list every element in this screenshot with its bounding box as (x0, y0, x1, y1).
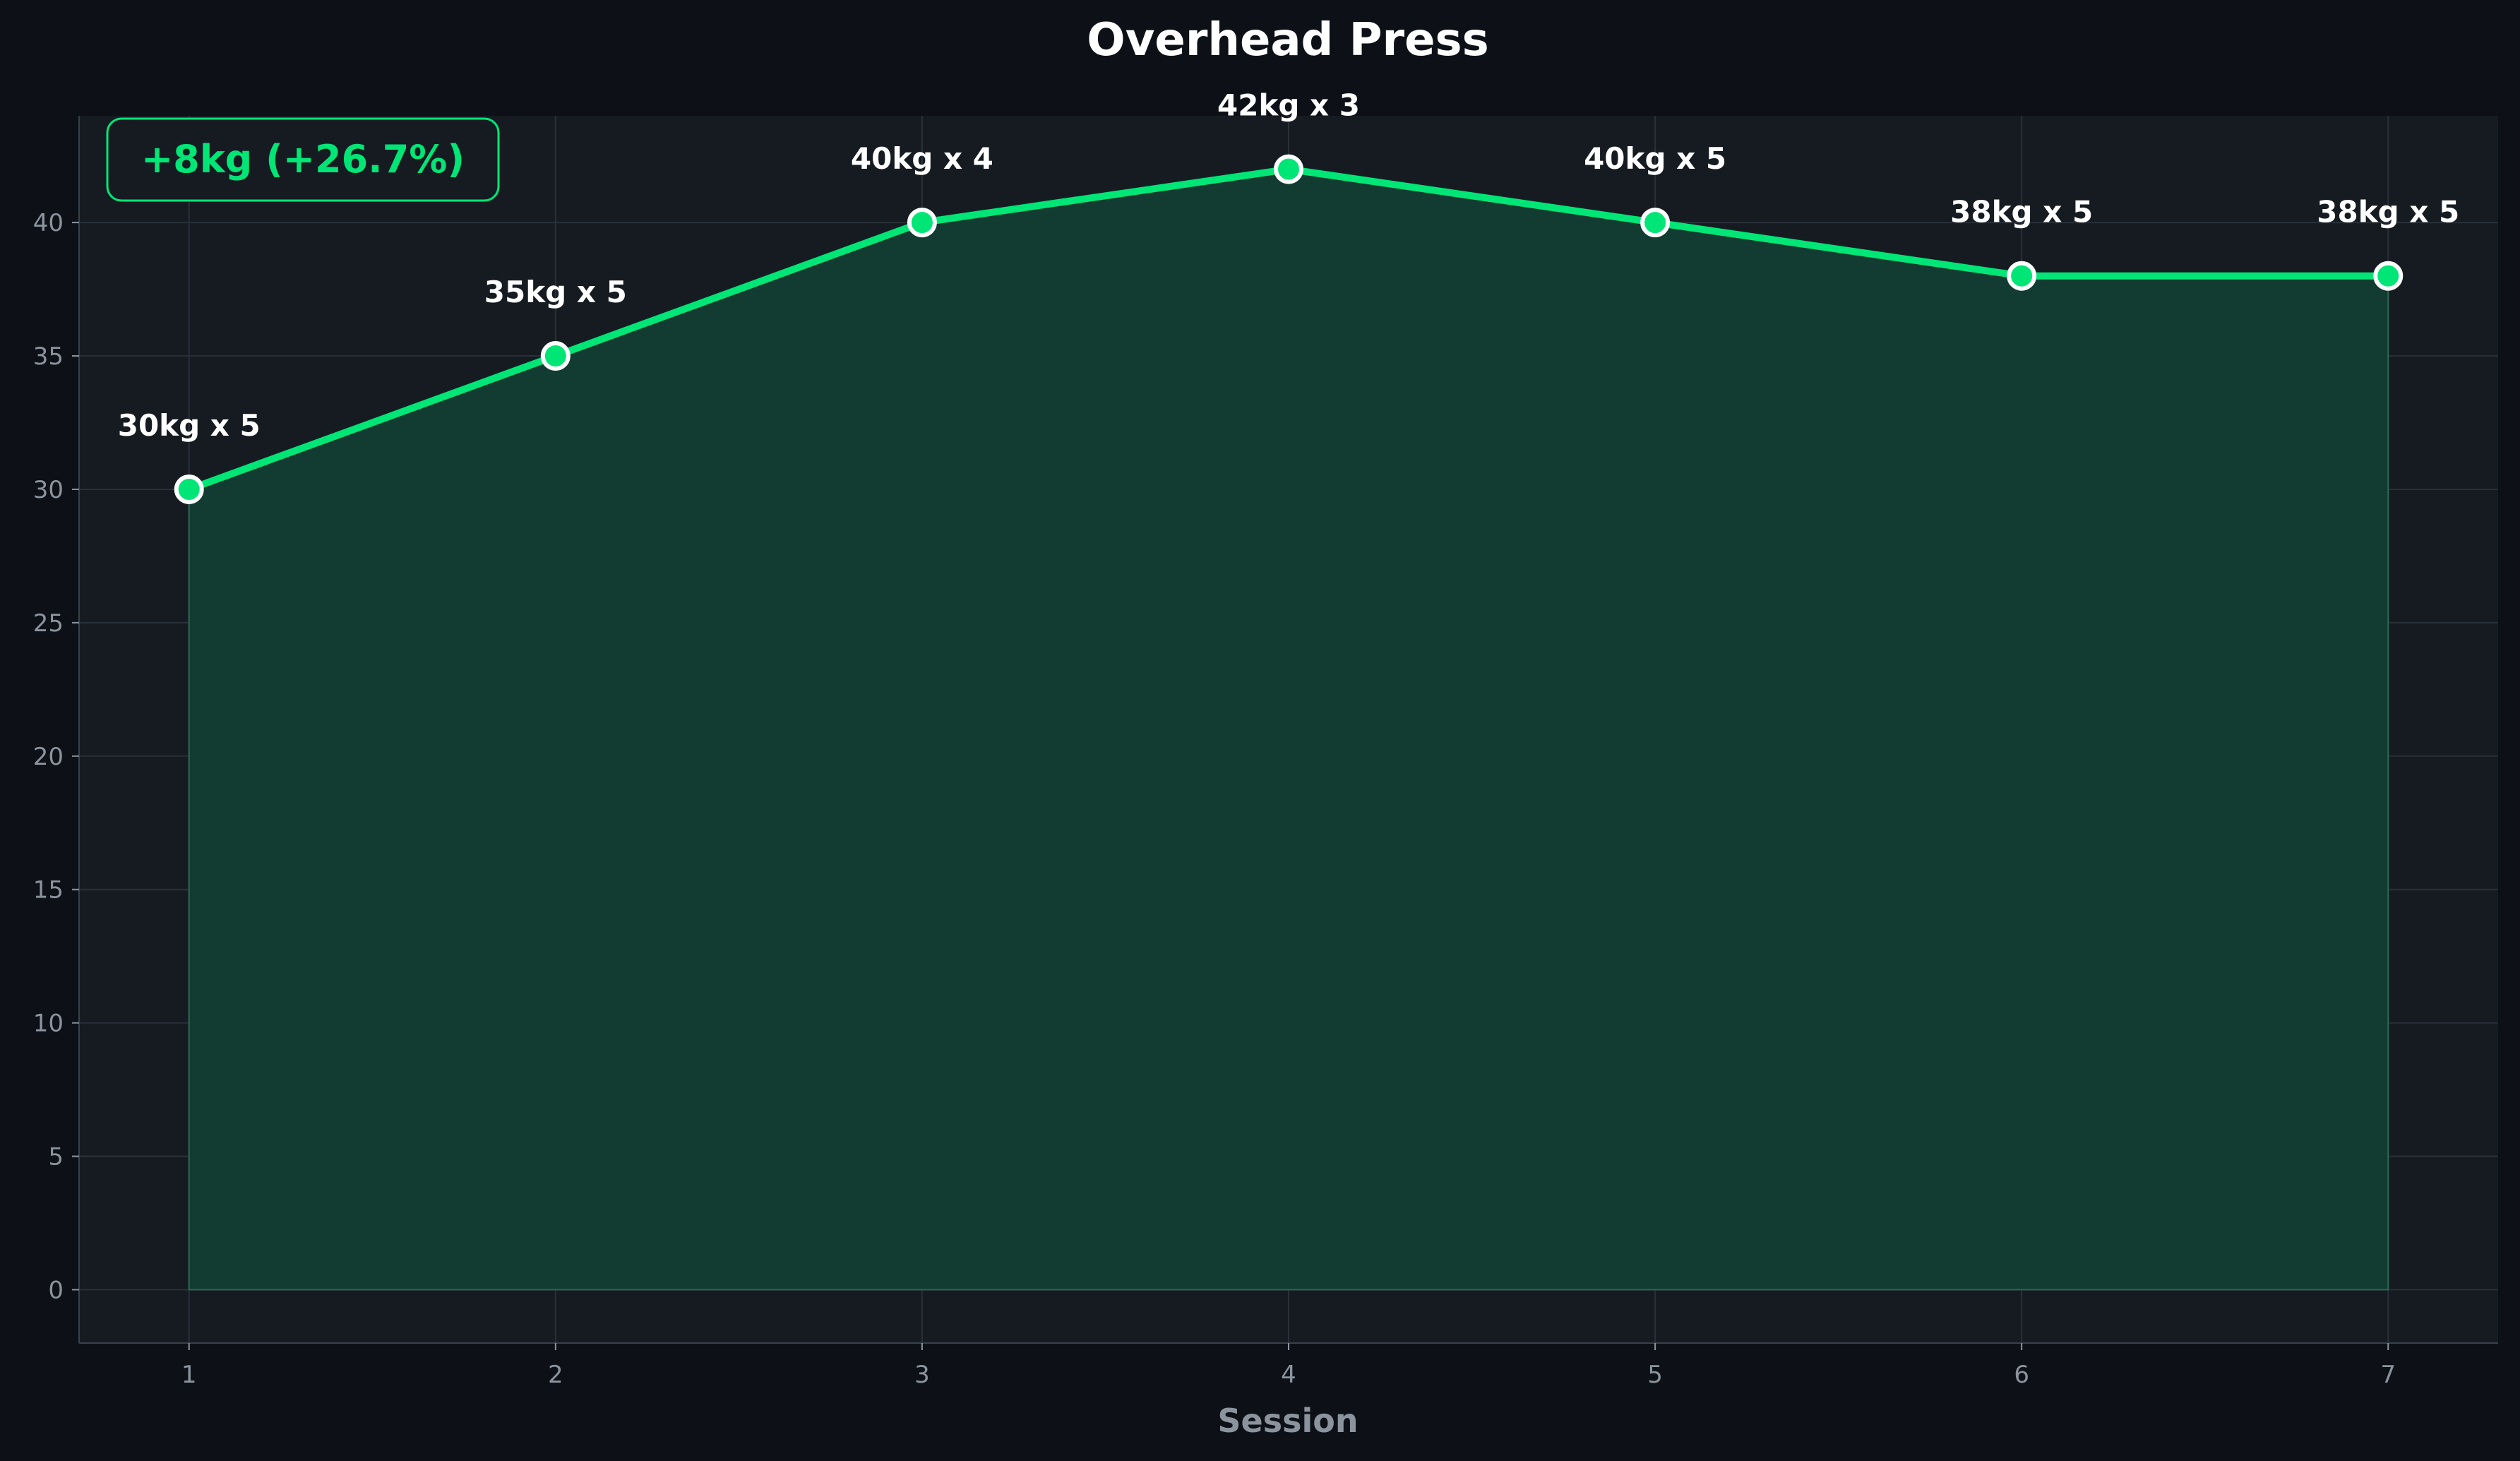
x-tick-label: 3 (914, 1361, 930, 1389)
y-tick-label: 5 (48, 1143, 64, 1171)
markers (174, 154, 2403, 504)
data-point-3 (907, 208, 937, 238)
data-point-1 (174, 474, 204, 504)
y-tick-label: 30 (33, 476, 64, 504)
y-tick-label: 35 (33, 342, 64, 371)
tick-labels: 0 5 10 15 20 25 30 35 40 1 2 3 4 5 6 7 (33, 209, 2396, 1389)
x-tick-label: 1 (181, 1361, 197, 1389)
y-tick-label: 10 (33, 1010, 64, 1038)
data-point-5 (1640, 208, 1671, 238)
y-tick-label: 25 (33, 609, 64, 638)
gain-badge: +8kg (+26.7%) (106, 117, 500, 202)
data-point-7 (2373, 261, 2403, 291)
point-label-3: 40kg x 4 (851, 141, 993, 176)
gain-badge-text: +8kg (+26.7%) (141, 137, 465, 181)
x-axis-label: Session (1217, 1402, 1358, 1440)
data-point-2 (540, 341, 571, 371)
point-labels: 30kg x 5 35kg x 5 40kg x 4 42kg x 3 40kg x 5… (118, 88, 2460, 443)
data-point-6 (2007, 261, 2037, 291)
y-tick-label: 0 (48, 1276, 64, 1304)
y-tick-label: 20 (33, 743, 64, 771)
x-tick-label: 7 (2380, 1361, 2396, 1389)
x-tick-label: 6 (2014, 1361, 2029, 1389)
point-label-6: 38kg x 5 (1950, 195, 2093, 229)
y-tick-label: 40 (33, 209, 64, 237)
point-label-4: 42kg x 3 (1217, 88, 1360, 123)
x-tick-label: 2 (548, 1361, 563, 1389)
data-point-4 (1274, 154, 1303, 184)
gain-badge-frame (106, 117, 500, 202)
point-label-1: 30kg x 5 (118, 408, 261, 443)
x-tick-label: 4 (1281, 1361, 1296, 1389)
x-tick-label: 5 (1647, 1361, 1663, 1389)
chart-title: Overhead Press (1087, 14, 1488, 66)
y-tick-label: 15 (33, 876, 64, 905)
point-label-2: 35kg x 5 (484, 275, 627, 309)
point-label-5: 40kg x 5 (1584, 141, 1726, 176)
point-label-7: 38kg x 5 (2317, 195, 2459, 229)
